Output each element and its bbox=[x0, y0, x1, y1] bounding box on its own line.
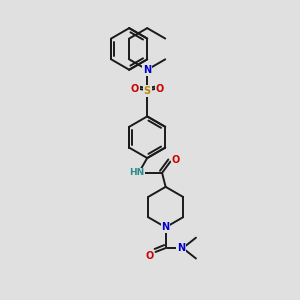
Text: O: O bbox=[156, 84, 164, 94]
Text: N: N bbox=[143, 65, 151, 75]
Text: O: O bbox=[130, 84, 139, 94]
Text: S: S bbox=[144, 86, 151, 96]
Text: O: O bbox=[146, 250, 154, 260]
Text: N: N bbox=[177, 243, 185, 253]
Text: O: O bbox=[171, 154, 180, 164]
Text: HN: HN bbox=[129, 168, 144, 177]
Text: N: N bbox=[162, 222, 170, 232]
